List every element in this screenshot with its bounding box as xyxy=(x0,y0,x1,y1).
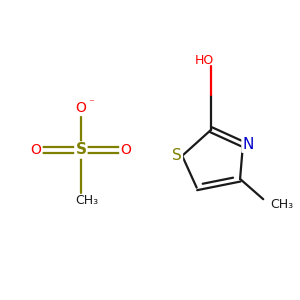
Text: CH₃: CH₃ xyxy=(271,199,294,212)
Text: O: O xyxy=(120,143,131,157)
Text: N: N xyxy=(242,137,254,152)
Text: O: O xyxy=(76,101,86,115)
Text: HO: HO xyxy=(194,54,214,68)
Text: CH₃: CH₃ xyxy=(75,194,98,207)
Text: ⁻: ⁻ xyxy=(88,99,94,109)
Text: O: O xyxy=(31,143,41,157)
Text: S: S xyxy=(172,148,182,163)
Text: S: S xyxy=(75,142,86,158)
